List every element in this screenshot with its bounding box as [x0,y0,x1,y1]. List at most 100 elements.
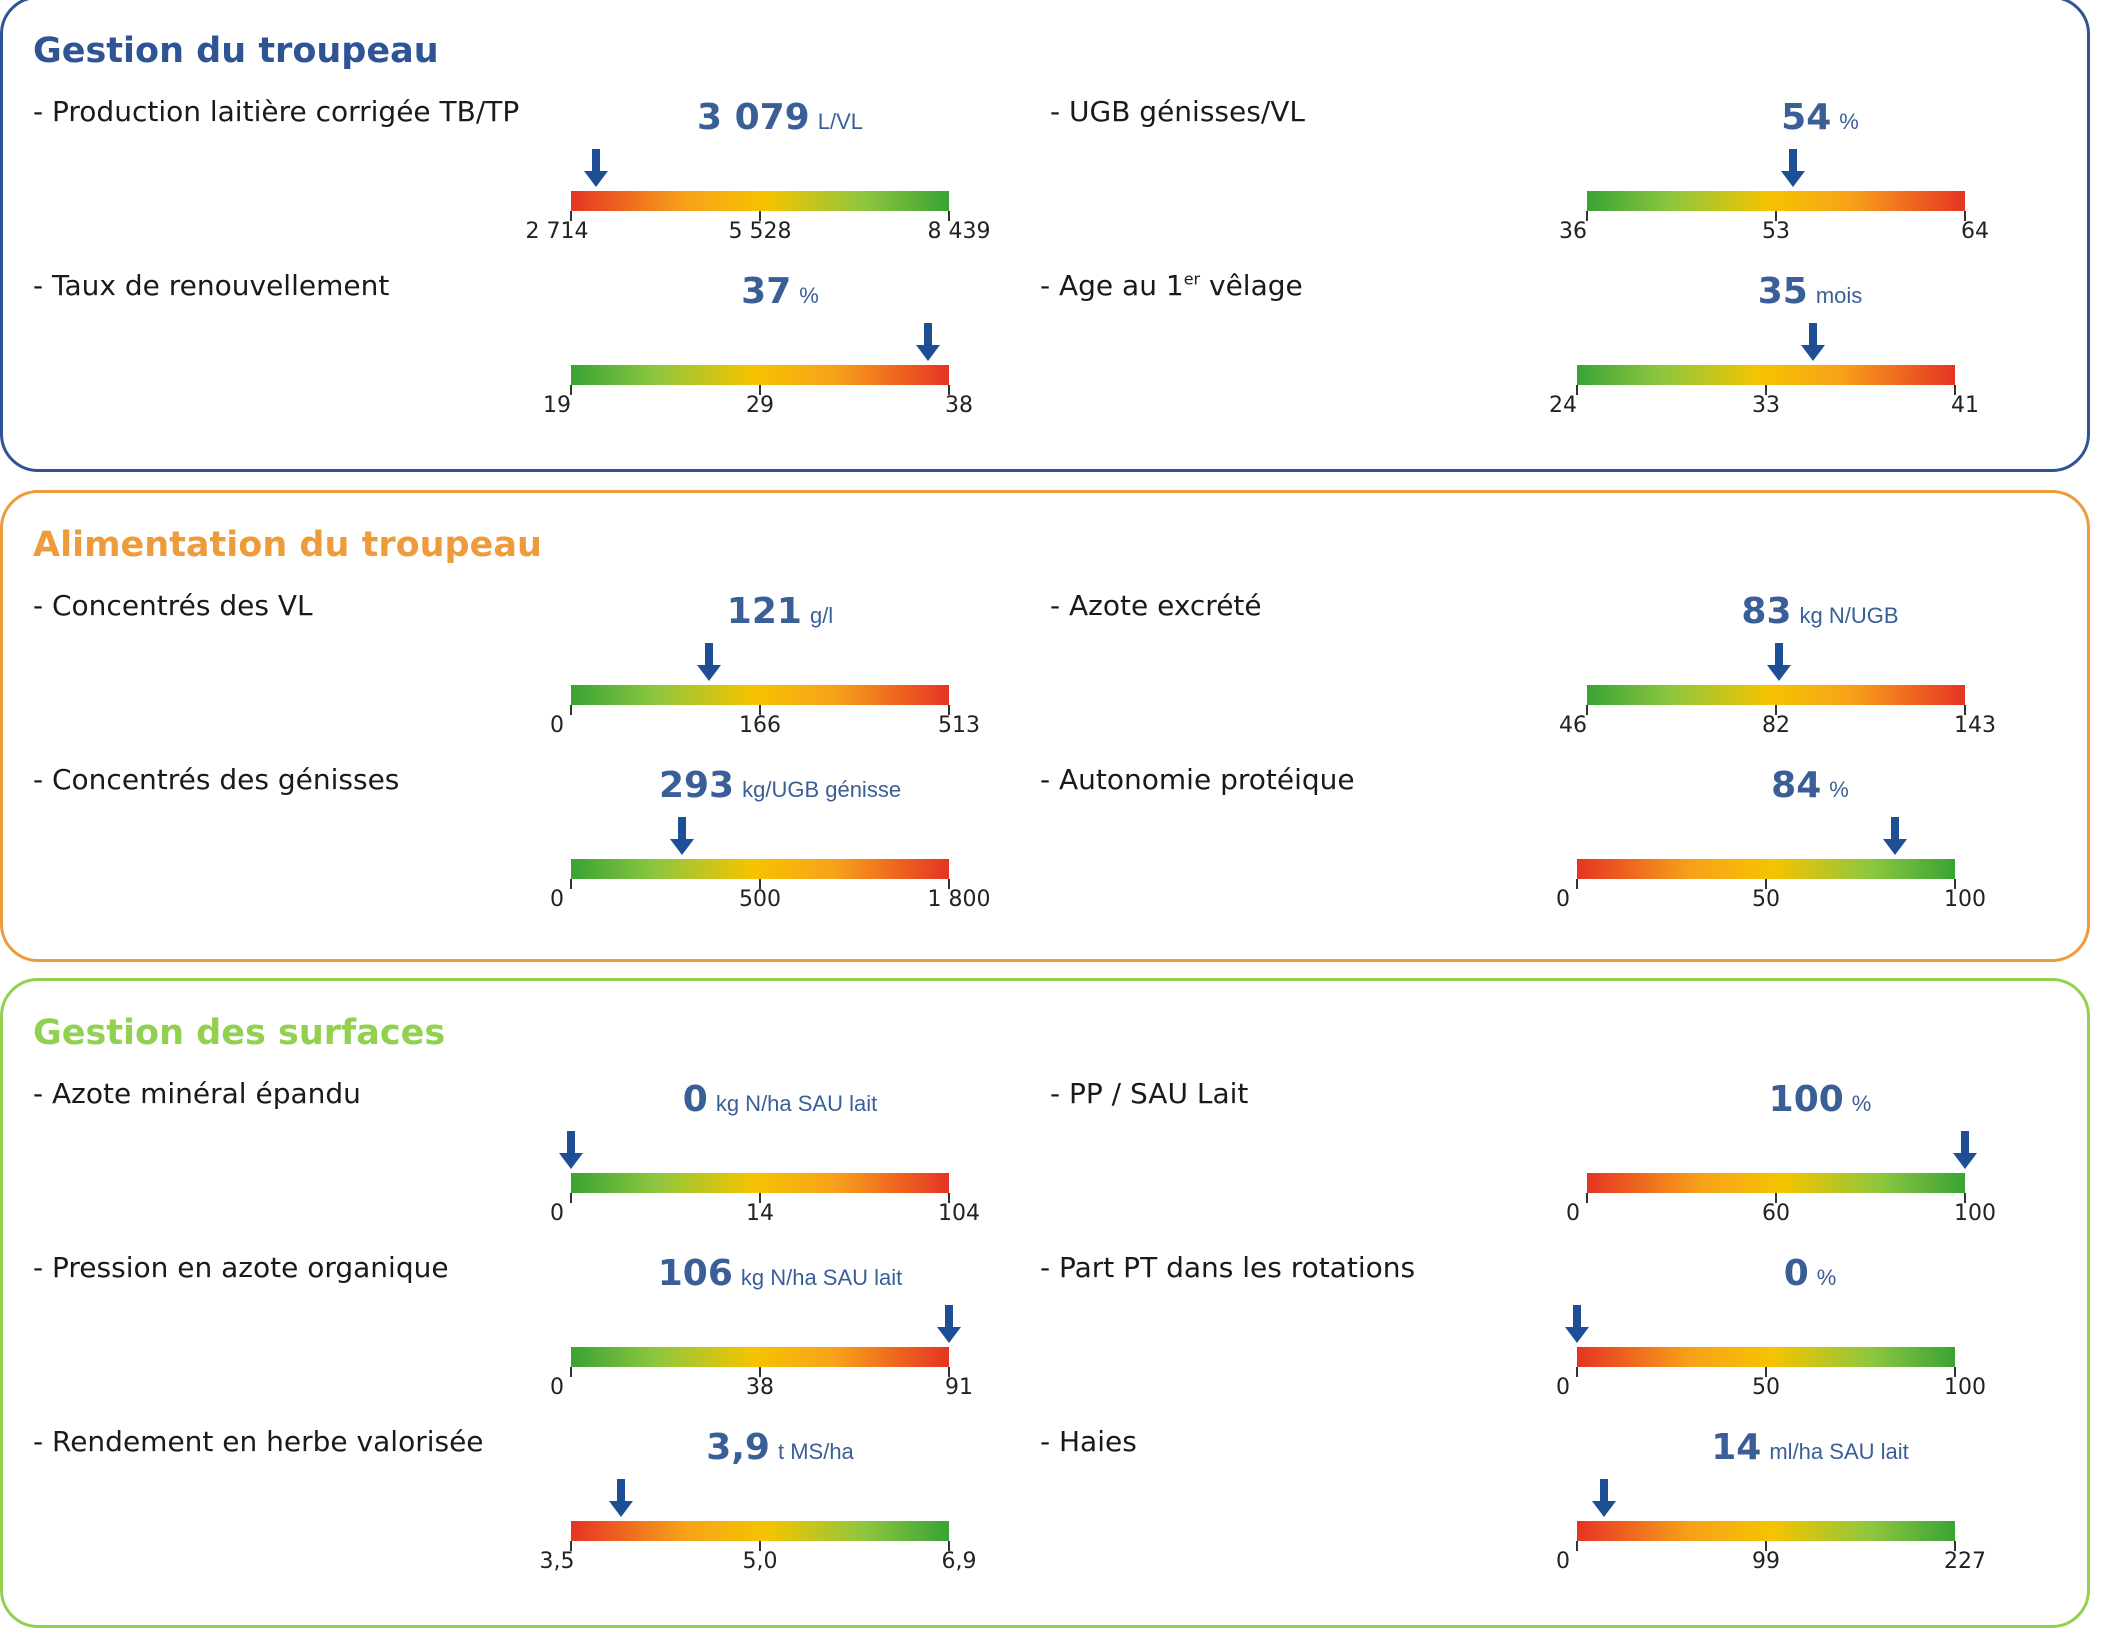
indicator-value: 84% [1530,765,2090,806]
gauge-tick-label: 100 [1944,1375,1986,1400]
gauge-tick-label: 36 [1559,219,1587,244]
indicator-label: - Haies [1040,1425,1137,1458]
gauge-tick [570,879,572,889]
indicator-azote-excrete: - Azote excrété 83 kg N/UGB 46 82 143 [1050,589,2050,759]
gauge-tick [1954,879,1956,889]
gauge-gradient [1587,191,1965,211]
gauge-tick-label: 82 [1762,713,1790,738]
gauge-bar: 0 14 104 [33,1131,1033,1247]
gauge-gradient [1587,1173,1965,1193]
indicator-value: 3 079 L/VL [500,97,1060,138]
gauge-tick-label: 14 [746,1201,774,1226]
indicator-value: 106 kg N/ha SAU lait [500,1253,1060,1294]
value-number: 35 [1757,271,1808,312]
gauge-tick-label: 0 [1566,1201,1580,1226]
indicator-label: - Age au 1er vêlage [1040,269,1303,302]
pointer-arrow-icon [1953,1131,1977,1169]
gauge-tick-label: 0 [550,1201,564,1226]
gauge-bar: 36 53 64 [1050,149,2050,265]
pointer-arrow-icon [559,1131,583,1169]
value-number: 83 [1741,591,1792,632]
gauge-tick-label: 3,5 [539,1549,575,1574]
gauge-tick [948,211,950,221]
indicator-pression-azote: - Pression en azote organique 106 kg N/ha… [33,1251,1033,1421]
gauge-tick [570,211,572,221]
indicator-label: - Autonomie protéique [1040,763,1355,796]
pointer-arrow-icon [583,149,608,187]
gauge-tick-label: 19 [543,393,571,418]
gauge-tick [1775,1193,1777,1203]
gauge-gradient [1577,859,1955,879]
gauge-tick-label: 50 [1752,887,1780,912]
section-gestion-surfaces: Gestion des surfaces - Azote minéral épa… [0,978,2090,1628]
pointer-arrow-icon [1801,323,1826,361]
gauge-tick [948,705,950,715]
indicator-production-laitiere: - Production laitière corrigée TB/TP 3 0… [33,95,1033,265]
indicator-value: 37% [500,271,1060,312]
indicator-haies: - Haies 14 ml/ha SAU lait 0 99 227 [1040,1425,2040,1595]
gauge-tick-label: 500 [739,887,781,912]
gauge-tick [1765,879,1767,889]
value-number: 3,9 [706,1427,770,1468]
gauge-tick-label: 227 [1944,1549,1986,1574]
pointer-arrow-icon [1565,1305,1589,1343]
indicator-ugb-genisses: - UGB génisses/VL 54% 36 53 64 [1050,95,2050,265]
gauge-tick [1576,1541,1578,1551]
indicator-value: 293 kg/UGB génisse [500,765,1060,806]
indicator-label: - PP / SAU Lait [1050,1077,1249,1110]
gauge-bar: 0 50 100 [1040,1305,2040,1421]
gauge-tick-label: 0 [1556,887,1570,912]
indicator-label: - Pression en azote organique [33,1251,449,1284]
gauge-tick-label: 60 [1762,1201,1790,1226]
value-unit: L/VL [817,109,863,134]
gauge-bar: 19 29 38 [33,323,1033,439]
gauge-tick [1586,211,1588,221]
gauge-tick [948,1367,950,1377]
gauge-gradient [1577,1347,1955,1367]
gauge-gradient [571,1521,949,1541]
value-unit: kg N/UGB [1799,603,1899,628]
indicator-label: - Concentrés des VL [33,589,313,622]
gauge-tick-label: 6,9 [941,1549,977,1574]
indicator-label: - Production laitière corrigée TB/TP [33,95,520,128]
gauge-tick-label: 2 714 [525,219,589,244]
gauge-tick-label: 99 [1752,1549,1780,1574]
indicator-value: 35 mois [1530,271,2090,312]
gauge-tick-label: 0 [550,1375,564,1400]
gauge-gradient [571,191,949,211]
gauge-tick [1576,1367,1578,1377]
section-alimentation-troupeau: Alimentation du troupeau - Concentrés de… [0,490,2090,962]
gauge-tick-label: 0 [1556,1549,1570,1574]
indicator-label: - Azote minéral épandu [33,1077,361,1110]
indicator-value: 3,9 t MS/ha [500,1427,1060,1468]
gauge-tick-label: 38 [945,393,973,418]
value-unit: % [1839,109,1859,134]
gauge-tick [948,879,950,889]
indicator-concentres-genisses: - Concentrés des génisses 293 kg/UGB géni… [33,763,1033,933]
gauge-tick-label: 5 528 [728,219,792,244]
gauge-bar: 3,5 5,0 6,9 [33,1479,1033,1595]
pointer-arrow-icon [1882,817,1907,855]
gauge-tick [570,1193,572,1203]
indicator-label: - Azote excrété [1050,589,1262,622]
gauge-tick-label: 91 [945,1375,973,1400]
gauge-tick [1586,1193,1588,1203]
gauge-tick [759,1541,761,1551]
gauge-gradient [571,1173,949,1193]
value-unit: % [799,283,819,308]
gauge-tick [1954,1367,1956,1377]
gauge-tick-label: 5,0 [742,1549,778,1574]
gauge-bar: 2 714 5 528 8 439 [33,149,1033,265]
gauge-tick-label: 513 [938,713,980,738]
gauge-tick [1954,385,1956,395]
gauge-bar: 46 82 143 [1050,643,2050,759]
value-unit: mois [1815,283,1863,308]
gauge-tick-label: 46 [1559,713,1587,738]
gauge-tick [1765,1541,1767,1551]
gauge-bar: 0 500 1 800 [33,817,1033,933]
gauge-bar: 0 99 227 [1040,1479,2040,1595]
value-number: 3 079 [697,97,810,138]
gauge-tick [570,1367,572,1377]
gauge-tick [1775,705,1777,715]
pointer-arrow-icon [1591,1479,1616,1517]
